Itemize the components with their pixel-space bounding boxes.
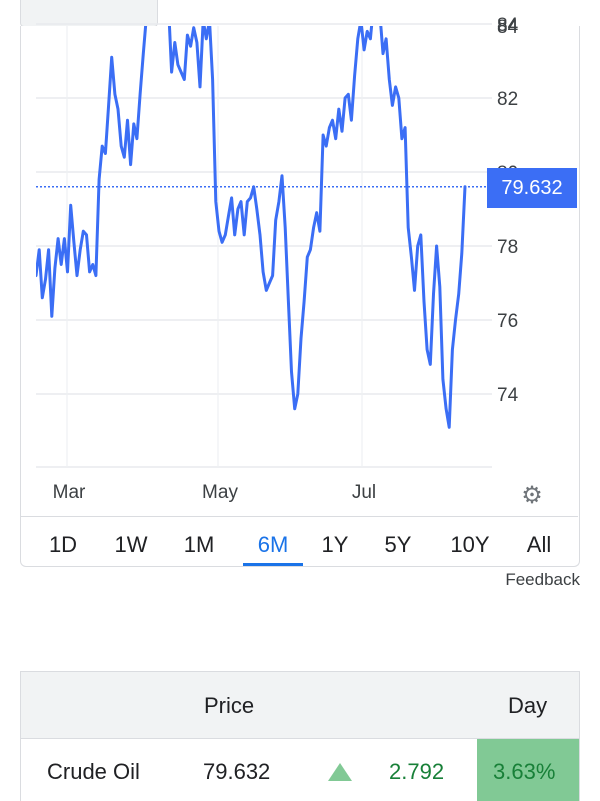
y-tick-82: 82 [497, 89, 518, 110]
y-tick-partial-top: 84 [497, 17, 519, 38]
settings-gear-icon[interactable]: ⚙ [521, 482, 543, 509]
series-line [36, 26, 467, 429]
y-tick-76: 76 [497, 311, 518, 332]
day-change-cell: 3.63% [477, 739, 579, 801]
header-price: Price [204, 693, 255, 718]
y-tick-74: 74 [497, 385, 519, 406]
range-6m[interactable]: 6M [257, 532, 289, 557]
price-change: 2.792 [389, 759, 445, 784]
commodity-name: Crude Oil [47, 759, 140, 784]
active-range-indicator [243, 563, 303, 566]
y-tick-84: 84 [497, 15, 519, 36]
up-arrow-icon [328, 763, 352, 781]
range-1d[interactable]: 1D [48, 532, 78, 557]
commodity-price: 79.632 [203, 759, 271, 784]
range-1m[interactable]: 1M [183, 532, 215, 557]
range-all[interactable]: All [526, 532, 552, 557]
range-5y[interactable]: 5Y [384, 532, 412, 557]
chart-grid [36, 23, 492, 468]
table-header: Price Day [21, 672, 579, 739]
y-axis-ticks: 74767880828484 [497, 15, 519, 406]
feedback-link[interactable]: Feedback [505, 570, 580, 589]
chart-card [20, 26, 580, 567]
x-tick-Jul: Jul [352, 482, 376, 503]
top-tab-fragment[interactable] [20, 0, 158, 27]
table-row[interactable]: Crude Oil 79.632 2.792 3.63% [21, 739, 579, 801]
current-price-tag: 79.632 [487, 168, 577, 208]
range-selector: 1D 1W 1M 6M 1Y 5Y 10Y All [20, 516, 578, 567]
quote-table: Price Day Crude Oil 79.632 2.792 3.63% [20, 671, 580, 801]
range-10y[interactable]: 10Y [450, 532, 490, 557]
x-tick-May: May [202, 482, 238, 503]
day-change-percent: 3.63% [493, 759, 556, 784]
x-axis-ticks: Mar May Jul [53, 482, 377, 503]
current-price-label: 79.632 [501, 176, 563, 199]
header-day: Day [508, 693, 548, 718]
range-1y[interactable]: 1Y [321, 532, 349, 557]
y-tick-78: 78 [497, 237, 518, 258]
x-tick-Mar: Mar [53, 482, 86, 503]
range-1w[interactable]: 1W [114, 532, 148, 557]
